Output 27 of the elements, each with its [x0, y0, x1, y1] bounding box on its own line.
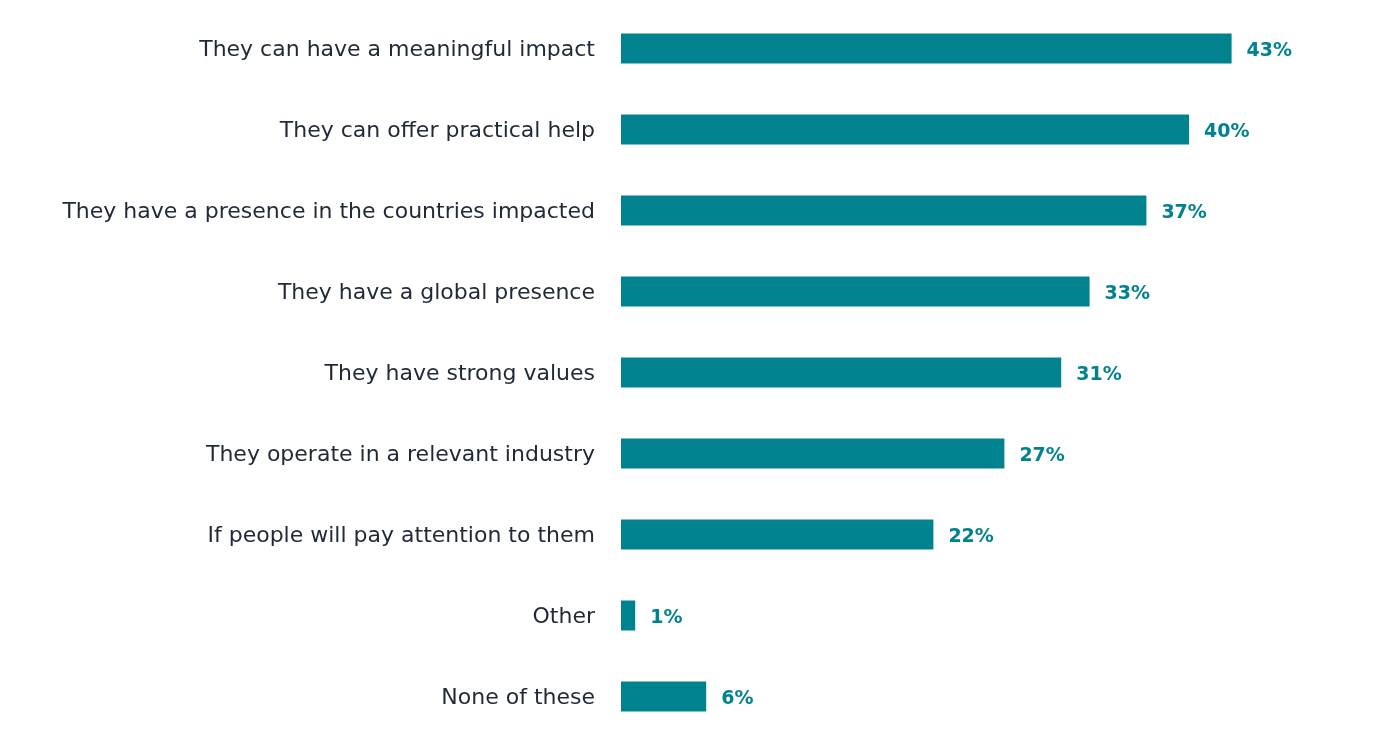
data-label: 6%: [721, 685, 754, 708]
data-label: 40%: [1204, 118, 1250, 141]
y-tick-label: They have a presence in the countries impacted: [61, 198, 595, 223]
y-tick-label: Other: [532, 603, 596, 628]
bar: [621, 438, 1005, 469]
data-label: 22%: [948, 523, 994, 546]
bar: [621, 681, 707, 712]
y-tick-label: They have a global presence: [276, 279, 595, 304]
data-label: 43%: [1246, 37, 1293, 60]
data-label: 37%: [1161, 199, 1207, 222]
bar: [621, 276, 1090, 307]
y-tick-label: They can have a meaningful impact: [198, 36, 596, 61]
bar: [621, 33, 1232, 64]
y-tick-label: They have strong values: [323, 360, 595, 385]
bar: [621, 519, 934, 550]
bar: [621, 114, 1189, 145]
data-label: 27%: [1019, 442, 1065, 465]
y-tick-label: If people will pay attention to them: [207, 522, 595, 547]
data-label: 31%: [1076, 361, 1122, 384]
y-tick-label: They operate in a relevant industry: [204, 441, 595, 466]
y-tick-label: They can offer practical help: [278, 117, 595, 142]
bar: [621, 357, 1062, 388]
data-label: 33%: [1104, 280, 1151, 303]
data-label: 1%: [650, 604, 683, 627]
bar: [621, 600, 636, 631]
y-tick-label: None of these: [441, 684, 595, 709]
bar: [621, 195, 1147, 226]
